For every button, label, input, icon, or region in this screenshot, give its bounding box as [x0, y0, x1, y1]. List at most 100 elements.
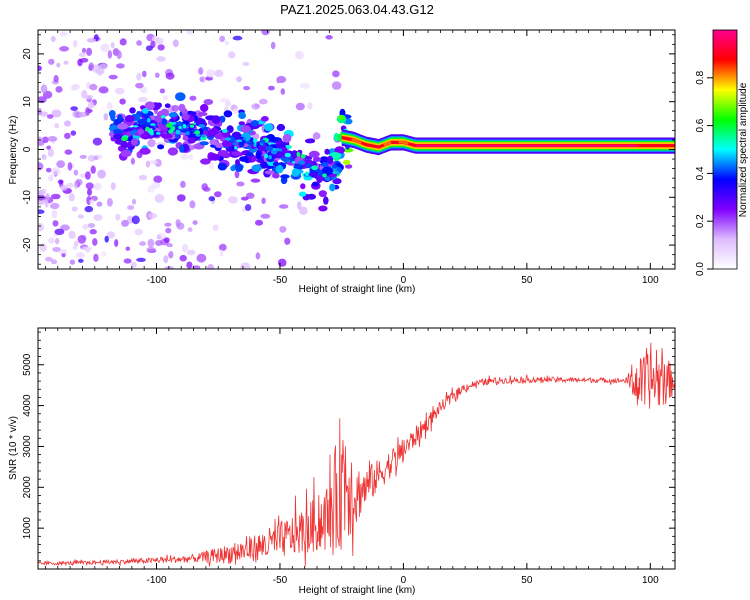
heatmap-speckle: [180, 180, 186, 188]
heatmap-hotspot: [148, 129, 154, 135]
spectrogram-y-tick-label: 10: [22, 96, 33, 108]
heatmap-speckle: [224, 41, 230, 46]
heatmap-ridge-blob: [200, 104, 209, 112]
heatmap-speckle: [214, 191, 222, 198]
colorbar-gradient: [713, 30, 737, 269]
spectrogram-x-tick-label: 100: [642, 275, 659, 286]
heatmap-hotspot: [296, 151, 301, 157]
heatmap-ridge-blob: [300, 183, 306, 190]
colorbar-ticks: 0.0 0.2 0.4 0.6 0.8: [695, 70, 713, 276]
snr-frame: [37, 327, 676, 570]
heatmap-speckle: [51, 210, 58, 219]
heatmap-ridge-blob: [139, 147, 151, 155]
heatmap-speckle: [45, 167, 52, 173]
heatmap-speckle: [106, 197, 113, 207]
spectrogram-x-tick-label: 0: [401, 275, 407, 286]
heatmap-speckle: [278, 204, 289, 209]
heatmap-hotspot: [234, 146, 238, 150]
heatmap-hotspot: [130, 130, 137, 135]
heatmap-ridge-blob: [144, 101, 155, 111]
heatmap-speckle: [147, 238, 155, 248]
heatmap-speckle: [60, 224, 70, 231]
heatmap-speckle: [92, 238, 98, 246]
heatmap-ridge-blob: [211, 115, 221, 124]
heatmap-speckle: [114, 87, 125, 95]
heatmap-speckle: [154, 194, 165, 203]
heatmap-speckle: [179, 254, 187, 262]
heatmap-speckle: [138, 174, 148, 181]
heatmap-hotspot: [182, 124, 187, 129]
heatmap-hotspot: [236, 139, 243, 143]
heatmap-ridge-blob: [124, 115, 135, 123]
heatmap-hotspot: [311, 165, 318, 170]
heatmap-ridge-blob: [306, 193, 316, 200]
heatmap-speckle: [116, 50, 122, 60]
heatmap-speckle: [106, 102, 113, 110]
heatmap-speckle: [38, 65, 42, 72]
heatmap-speckle: [66, 182, 74, 188]
heatmap-ridge-blob: [282, 133, 292, 143]
heatmap-speckle: [245, 192, 255, 199]
heatmap-speckle: [119, 38, 127, 46]
heatmap-speckle: [276, 79, 281, 84]
heatmap-hotspot: [317, 170, 323, 176]
heatmap-hotspot: [259, 139, 266, 144]
heatmap-speckle: [47, 148, 55, 157]
heatmap-hotspot: [333, 171, 340, 174]
heatmap-ridge-blob: [157, 144, 165, 150]
heatmap-speckle: [70, 106, 78, 111]
heatmap-speckle: [260, 213, 271, 219]
heatmap-speckle: [255, 219, 263, 226]
heatmap-speckle: [64, 149, 73, 155]
heatmap-hotspot: [253, 138, 258, 144]
heatmap-speckle: [78, 258, 84, 263]
heatmap-speckle: [61, 253, 66, 258]
heatmap-speckle: [131, 198, 137, 205]
heatmap-hotspot: [175, 133, 179, 139]
heatmap-ridge-blob: [223, 110, 233, 118]
heatmap-ridge-blob: [321, 166, 334, 176]
heatmap-speckle: [206, 69, 216, 78]
heatmap-speckle: [228, 196, 238, 204]
heatmap-speckle: [54, 228, 65, 235]
heatmap-speckle: [312, 132, 321, 140]
heatmap-speckle: [142, 70, 147, 78]
heatmap-speckle: [119, 98, 126, 105]
heatmap-speckle: [59, 249, 68, 255]
heatmap-speckle: [89, 229, 97, 235]
heatmap-speckle: [145, 160, 151, 168]
snr-xlabel: Height of straight line (km): [299, 585, 416, 596]
colorbar-frame: [712, 29, 738, 270]
heatmap-speckle: [103, 113, 109, 121]
snr-x-tick-label: 0: [401, 575, 407, 586]
heatmap-speckle: [135, 82, 144, 89]
heatmap-speckle: [123, 258, 132, 264]
heatmap-speckle: [219, 35, 226, 43]
heatmap-ridge-blob: [117, 123, 129, 130]
heatmap-speckle: [78, 111, 88, 118]
snr-x-ticks: -100 -50 0 50 100: [45, 328, 676, 586]
heatmap-hotspot: [156, 131, 161, 135]
heatmap-ridge-blob: [238, 121, 245, 126]
heatmap-ridge-blob: [181, 113, 190, 121]
heatmap-ridge-blob: [338, 115, 345, 120]
heatmap-speckle: [63, 60, 69, 65]
heatmap-ridge-blob: [272, 172, 280, 179]
heatmap-speckle: [59, 31, 68, 37]
heatmap-ridge-blob: [334, 146, 346, 154]
heatmap-speckle: [151, 182, 161, 189]
heatmap-speckle: [255, 252, 261, 260]
heatmap-speckle: [156, 56, 166, 62]
heatmap-ridge-blob: [324, 176, 331, 182]
heatmap-speckle: [55, 237, 60, 245]
heatmap-speckle: [52, 247, 61, 252]
heatmap-speckle: [192, 220, 198, 226]
heatmap-speckle: [270, 41, 276, 50]
heatmap-speckle: [106, 231, 115, 239]
spectrogram-y-tick-label: 20: [22, 48, 33, 60]
heatmap-speckle: [212, 224, 219, 231]
heatmap-speckle: [59, 46, 69, 52]
snr-x-tick-label: 100: [642, 575, 659, 586]
